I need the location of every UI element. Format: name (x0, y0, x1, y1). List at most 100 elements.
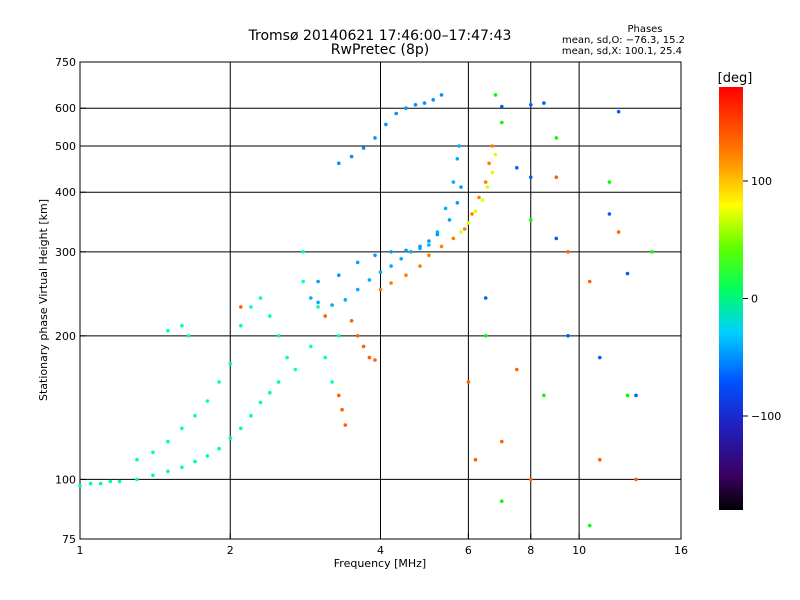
data-point (490, 144, 495, 148)
data-point (473, 457, 478, 462)
data-point (367, 278, 372, 282)
data-point (239, 305, 243, 309)
data-point (404, 273, 408, 278)
data-point (404, 106, 408, 110)
data-point (477, 195, 481, 200)
data-point (487, 161, 491, 166)
data-point (330, 380, 334, 384)
data-point (151, 473, 155, 478)
data-point (268, 390, 272, 395)
chart-title-line2: RwPretec (8p) (331, 42, 429, 58)
data-point (598, 457, 602, 462)
data-point (258, 296, 263, 300)
data-point (337, 393, 341, 398)
phases-o-stats: mean, sd,O: −76.3, 15.2 (562, 35, 685, 46)
data-point (625, 271, 630, 276)
data-point (443, 206, 448, 211)
data-point (422, 101, 427, 105)
data-point (316, 279, 320, 284)
data-point (616, 230, 621, 234)
data-point (180, 323, 184, 328)
data-point (493, 93, 498, 97)
data-point (529, 103, 533, 107)
x-axis-ticks: 1 2 4 6 8 10 16 (77, 533, 688, 557)
data-point (485, 185, 490, 189)
data-points (78, 93, 654, 528)
data-point (483, 296, 488, 300)
data-point (389, 250, 393, 254)
data-point (249, 413, 253, 418)
y-tick-label: 600 (55, 102, 76, 115)
data-point (529, 477, 533, 482)
data-point (355, 334, 360, 338)
data-point (135, 457, 139, 462)
data-point (343, 298, 348, 302)
data-point (355, 287, 360, 292)
data-point (515, 166, 519, 170)
data-point (166, 469, 170, 474)
data-point (228, 361, 233, 366)
data-point (316, 305, 320, 309)
data-point (500, 499, 504, 504)
data-point (399, 257, 404, 261)
data-point (427, 239, 431, 243)
y-tick-label: 400 (55, 186, 76, 199)
phases-header: Phases (627, 24, 662, 35)
data-point (404, 248, 408, 253)
x-axis-label: Frequency [MHz] (334, 557, 426, 570)
data-point (459, 185, 463, 189)
data-point (470, 212, 474, 216)
data-point (276, 380, 281, 384)
data-point (418, 244, 422, 249)
data-point (343, 423, 348, 427)
data-point (316, 300, 320, 305)
data-point (239, 426, 243, 431)
data-point (554, 136, 559, 140)
data-point (483, 180, 488, 184)
data-point (587, 523, 592, 528)
data-point (457, 144, 462, 148)
data-point (515, 367, 519, 372)
data-point (217, 380, 221, 384)
data-point (462, 227, 467, 231)
data-point (268, 314, 272, 318)
data-point (483, 334, 488, 338)
data-point (542, 101, 546, 105)
data-point (409, 250, 413, 254)
data-point (135, 477, 139, 482)
data-point (451, 236, 456, 241)
phases-x-stats: mean, sd,X: 100.1, 25.4 (562, 46, 682, 57)
data-point (301, 250, 306, 254)
data-point (373, 253, 377, 258)
data-point (340, 407, 344, 412)
data-point (378, 287, 383, 292)
colorbar-ticks: 100 0 −100 (743, 175, 781, 423)
data-point (598, 355, 602, 360)
y-tick-label: 75 (62, 533, 76, 546)
data-point (413, 103, 418, 107)
colorbar-tick-label: 0 (751, 293, 758, 306)
data-point (88, 481, 93, 486)
data-point (435, 230, 440, 234)
data-point (529, 175, 533, 179)
data-point (529, 218, 533, 222)
data-point (151, 450, 155, 455)
data-point (634, 477, 638, 482)
data-point (349, 319, 354, 323)
data-point (373, 136, 377, 140)
data-point (361, 146, 366, 150)
data-point (607, 180, 612, 184)
chart-title-line1: Tromsø 20140621 17:46:00–17:47:43 (248, 28, 512, 44)
data-point (285, 355, 289, 360)
data-point (500, 104, 504, 109)
data-point (239, 323, 243, 328)
x-tick-label: 2 (227, 544, 234, 557)
data-point (193, 413, 197, 418)
data-point (459, 230, 463, 234)
data-point (473, 209, 478, 213)
data-point (431, 98, 436, 102)
data-point (389, 281, 393, 285)
y-axis-ticks: 75 100 200 300 400 500 600 750 (55, 56, 86, 546)
